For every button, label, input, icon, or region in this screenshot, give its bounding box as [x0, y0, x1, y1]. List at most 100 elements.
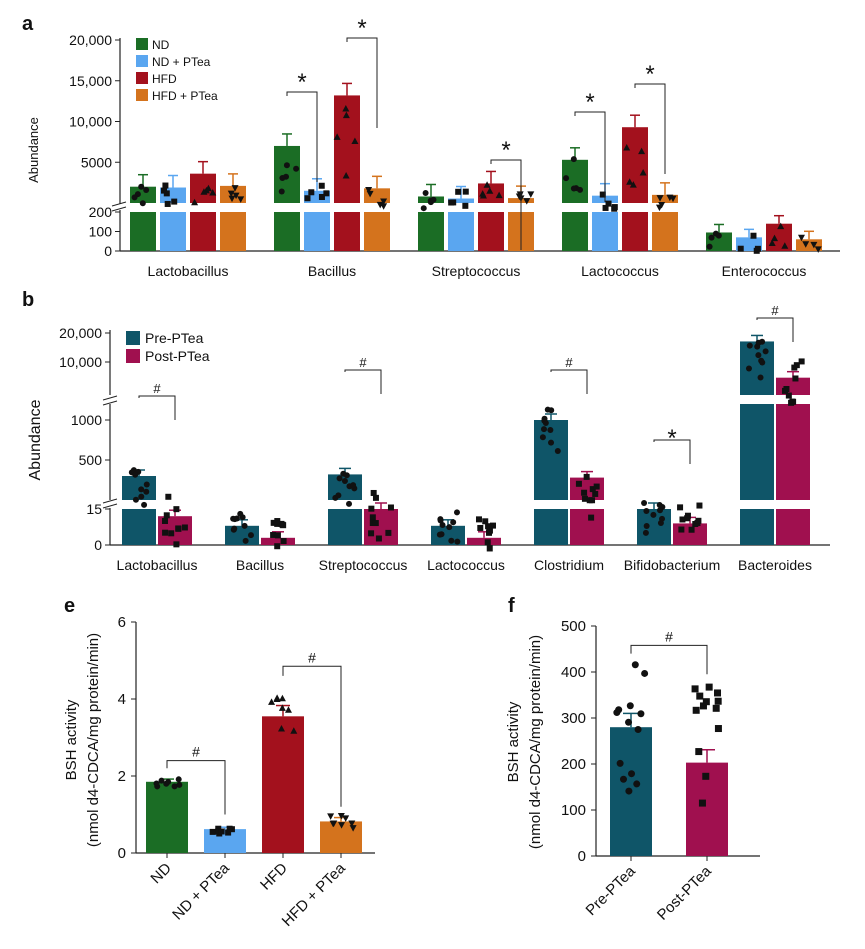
data-point — [278, 694, 286, 702]
bar — [622, 127, 648, 203]
bar-segment-lower — [622, 212, 648, 251]
data-point — [176, 781, 183, 788]
panel-label-b: b — [22, 289, 34, 311]
y-axis-label-units: (nmol d4-CDCA/mg protein/min) — [527, 635, 544, 849]
data-point — [342, 171, 350, 179]
data-point — [797, 234, 805, 242]
y-tick-label: 0 — [94, 537, 102, 553]
legend-label: ND + PTea — [152, 55, 211, 69]
data-point — [642, 529, 649, 536]
bar-segment-lower — [328, 509, 362, 545]
data-point — [789, 398, 796, 405]
data-point — [625, 787, 633, 795]
data-point — [365, 187, 373, 194]
data-point — [278, 188, 285, 195]
legend-label: HFD + PTea — [152, 89, 218, 103]
data-point — [757, 374, 764, 381]
data-point — [479, 191, 487, 199]
data-point — [175, 776, 182, 783]
axis-break-mark — [102, 395, 118, 401]
data-point — [204, 184, 212, 192]
bar — [534, 420, 568, 500]
y-tick-label: 500 — [79, 452, 103, 468]
bar-segment-lower — [592, 212, 618, 251]
bar-segment-lower — [652, 212, 678, 251]
significance-mark: # — [771, 303, 779, 318]
significance-bracket — [346, 37, 378, 128]
data-point — [527, 191, 535, 198]
bar — [562, 159, 588, 203]
data-point — [548, 407, 555, 414]
data-point — [563, 175, 570, 182]
data-point — [274, 518, 281, 525]
x-tick-label: Bacteroides — [738, 557, 812, 573]
axis-break-mark — [111, 206, 127, 212]
x-tick-label: Streptococcus — [319, 557, 408, 573]
data-point — [702, 698, 710, 706]
y-tick-label: 500 — [561, 618, 586, 635]
data-point — [483, 181, 491, 188]
data-point — [453, 509, 460, 516]
significance-bracket — [490, 159, 522, 250]
axis-break-mark — [102, 498, 118, 504]
data-point — [335, 492, 342, 499]
significance-mark: # — [359, 355, 367, 370]
data-point — [138, 486, 145, 493]
data-point — [548, 439, 555, 446]
data-point — [349, 825, 357, 832]
data-point — [270, 531, 277, 538]
bar — [334, 95, 360, 203]
bar-segment-lower — [448, 212, 474, 251]
bar — [261, 537, 295, 545]
data-point — [745, 365, 752, 372]
bar-segment-lower — [220, 212, 246, 251]
y-tick-label: 300 — [561, 710, 586, 727]
data-point — [138, 493, 145, 500]
data-point — [623, 144, 631, 151]
bar — [448, 198, 474, 203]
bar-segment-lower — [562, 212, 588, 251]
data-point — [270, 519, 277, 526]
data-point — [698, 799, 706, 807]
legend-label: Pre-PTea — [145, 330, 204, 346]
data-point — [380, 198, 388, 206]
data-point — [486, 529, 493, 536]
chart-panel-e: 0 2 4 6 BSH activity (nmol d4-CDCA/mg protein… — [63, 614, 375, 930]
data-point — [547, 426, 554, 433]
data-point — [485, 523, 492, 530]
significance-mark: * — [667, 425, 676, 452]
data-point — [486, 545, 493, 552]
data-point — [523, 198, 531, 205]
bar — [467, 537, 501, 545]
data-point — [368, 530, 375, 537]
data-point — [715, 232, 722, 239]
data-point — [304, 195, 311, 202]
significance-mark: * — [585, 89, 594, 116]
data-point — [696, 692, 704, 700]
data-point — [699, 702, 707, 710]
data-point — [200, 188, 208, 195]
data-point — [755, 352, 762, 359]
x-tick-label: Lactobacillus — [148, 263, 229, 279]
legend-swatch — [136, 55, 148, 67]
data-point — [350, 482, 357, 489]
chart-panel-f: 0 100 200 300 400 500 BSH activity (nmol d4-CDC… — [505, 618, 760, 924]
y-tick-label: 5000 — [81, 154, 112, 170]
significance-bracket — [550, 369, 588, 394]
data-point — [337, 812, 345, 820]
data-point — [613, 709, 621, 717]
data-point — [131, 194, 138, 201]
bar-segment-lower — [570, 509, 604, 545]
significance-mark: * — [501, 137, 510, 164]
data-point — [619, 775, 627, 783]
data-point — [231, 525, 238, 532]
data-point — [655, 204, 663, 212]
x-tick-label: ND — [147, 860, 174, 887]
bar-segment-lower — [478, 212, 504, 251]
data-point — [420, 205, 427, 212]
data-point — [540, 426, 547, 433]
legend-swatch — [136, 89, 148, 101]
significance-mark: * — [297, 69, 306, 96]
data-point — [163, 512, 170, 519]
